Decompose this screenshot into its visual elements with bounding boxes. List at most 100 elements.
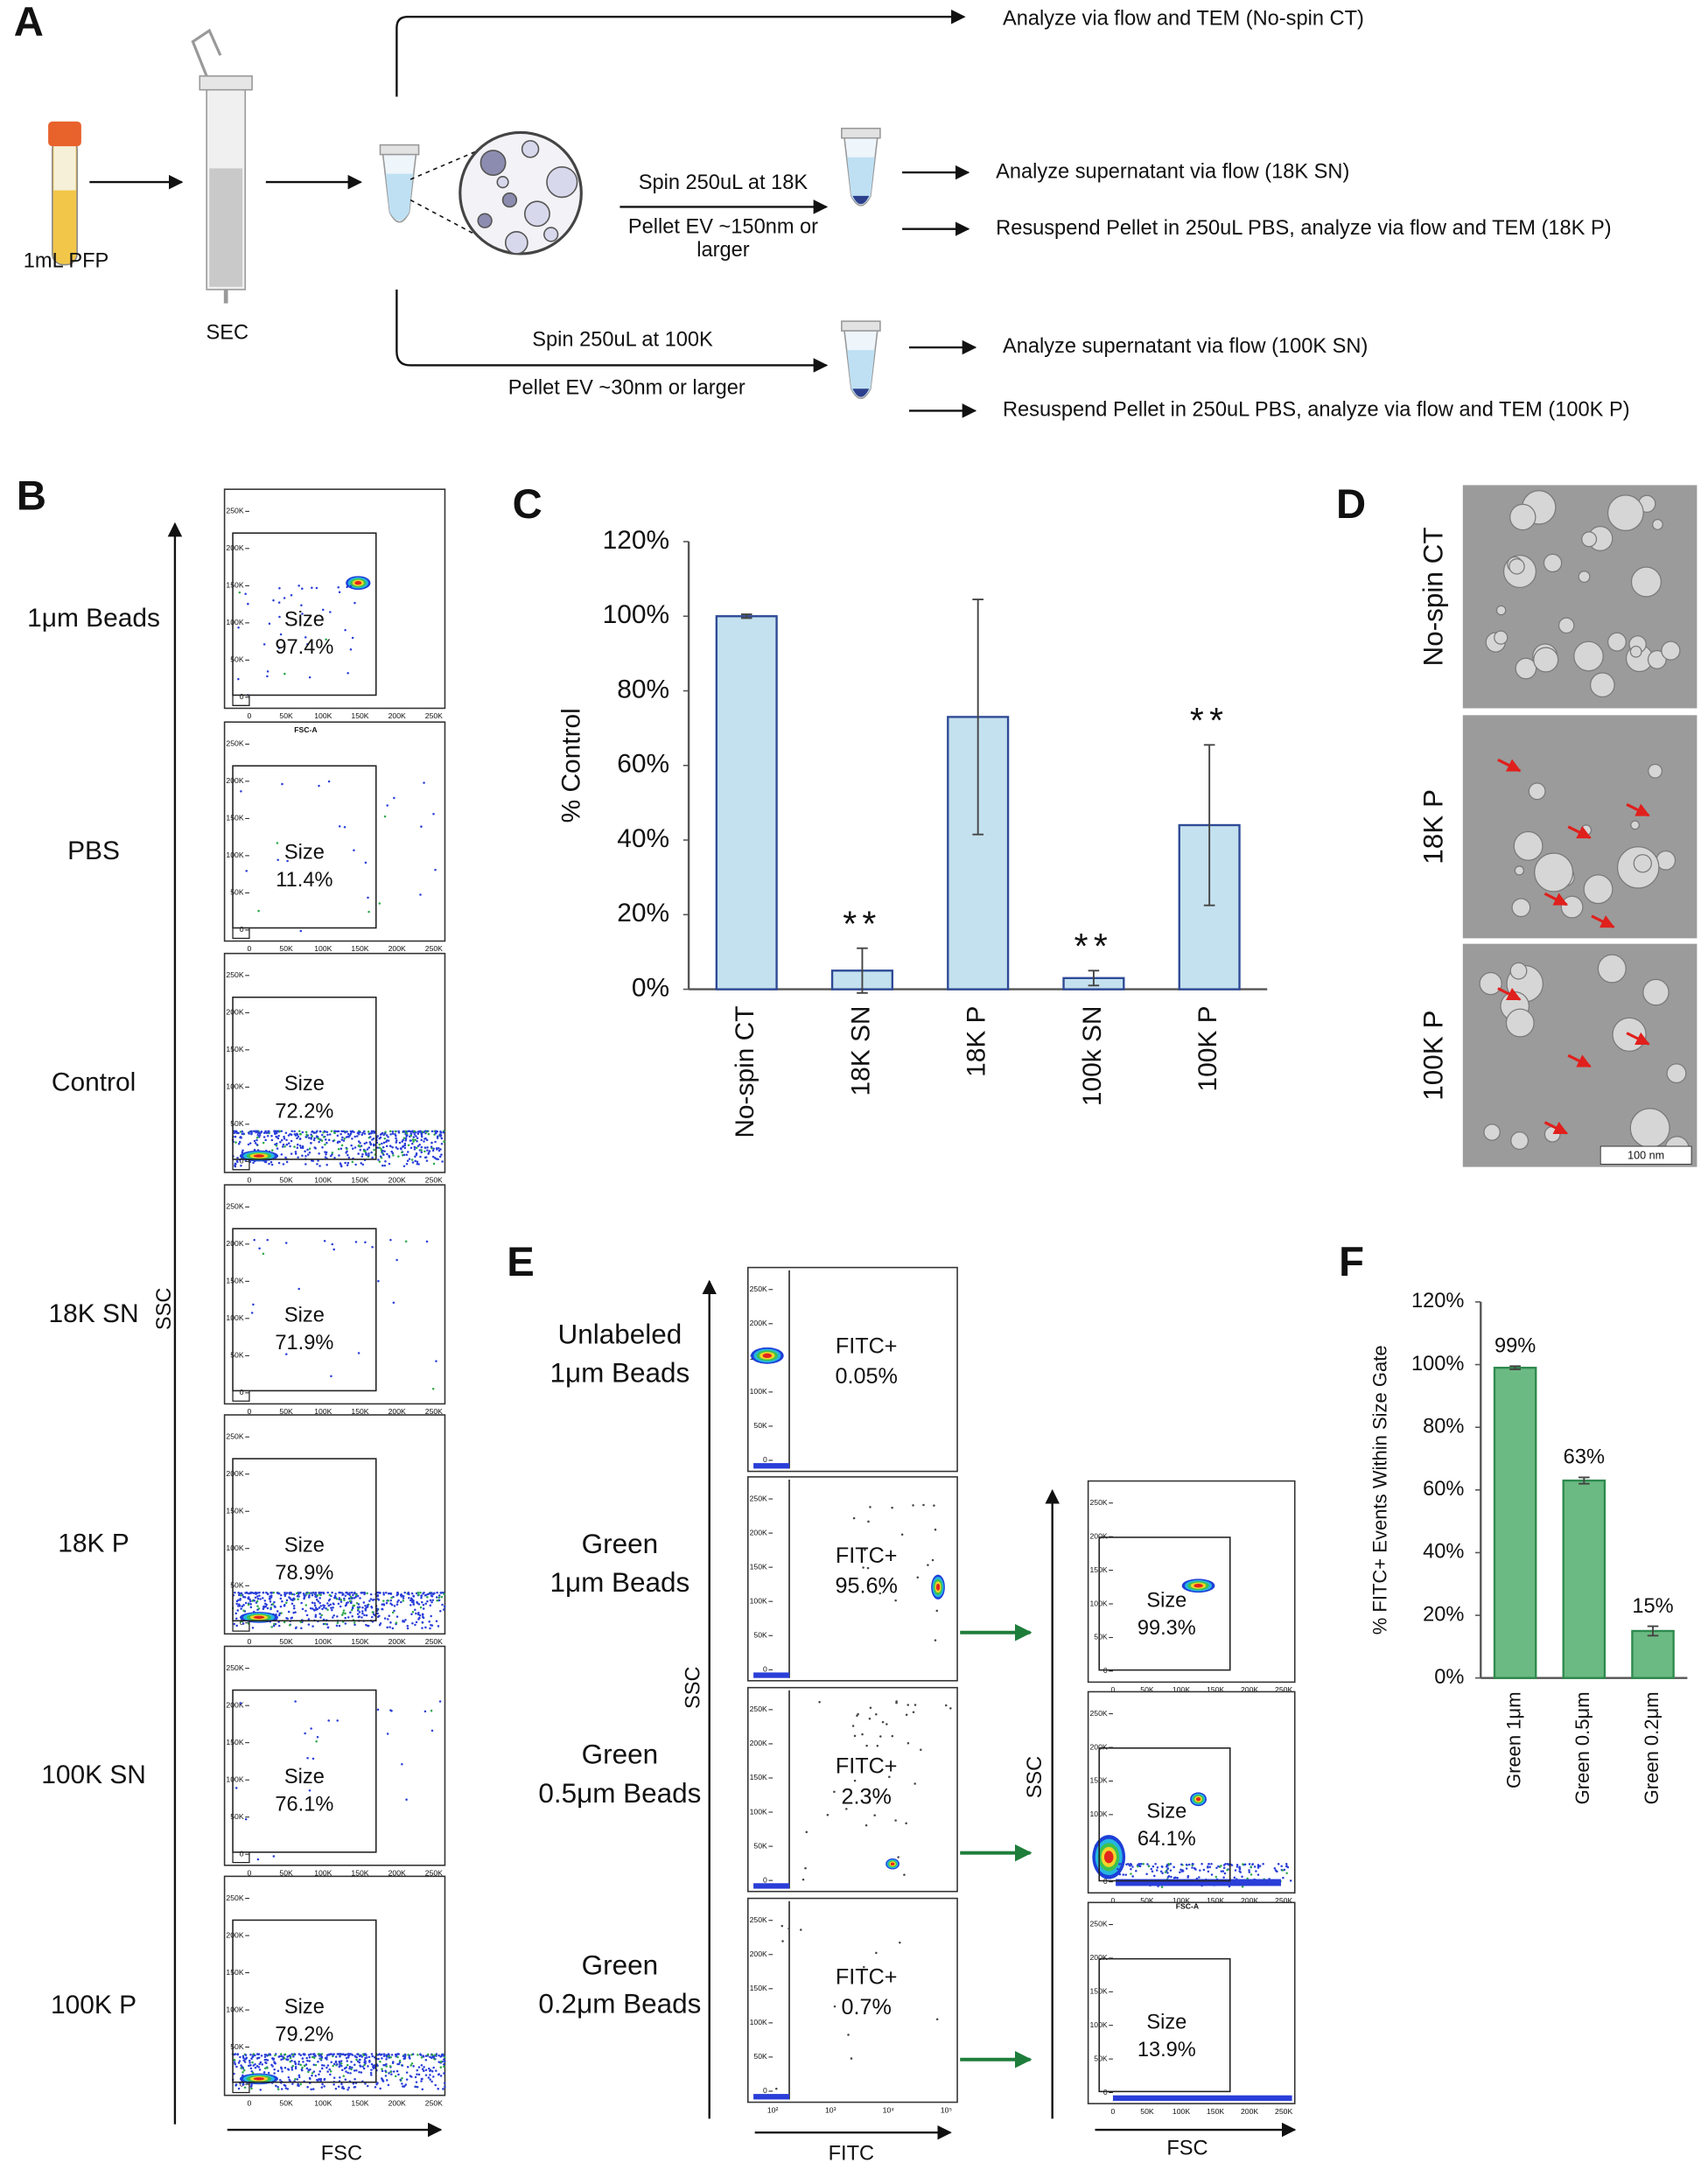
event-dot: [427, 1132, 430, 1136]
vesicle: [477, 213, 493, 228]
event-dot: [403, 2057, 407, 2060]
event-dot: [1255, 1870, 1257, 1872]
y-tick-label: 250K: [750, 1284, 767, 1293]
event-dot: [294, 2077, 297, 2081]
plot-frame: [223, 488, 446, 710]
event-dot: [342, 2075, 346, 2077]
event-dot: [356, 1613, 360, 1615]
event-dot: [346, 1132, 350, 1136]
event-dot: [364, 2082, 367, 2085]
event-dot: [298, 2053, 301, 2055]
event-dot: [257, 2056, 261, 2060]
event-dot: [269, 2053, 271, 2055]
gate-value: 11.4%: [276, 869, 332, 892]
event-dot: [346, 1591, 348, 1594]
error-bar: [1203, 744, 1215, 906]
event-dot: [290, 1602, 294, 1605]
y-tick-label: 250K: [1089, 1709, 1107, 1718]
x-tick-label: 150K: [1207, 1896, 1224, 1905]
y-tick-label: 200K: [226, 1469, 243, 1478]
event-dot: [234, 2084, 237, 2087]
tem-vesicle: [1494, 630, 1508, 645]
event-dot: [260, 1130, 263, 1133]
event-dot: [414, 1138, 416, 1142]
size-gate: [232, 532, 377, 696]
y-tick-label: 100K: [226, 1774, 243, 1783]
x-tick-label: 150K: [1207, 2107, 1224, 2116]
event-dot: [310, 1142, 312, 1144]
event-dot: [299, 2082, 302, 2086]
x-tick-label: 250K: [425, 1869, 443, 1878]
event-dot: [299, 2063, 302, 2067]
event-dot: [289, 2056, 292, 2060]
tem-vesicle: [1528, 782, 1546, 801]
event-dot: [411, 1138, 415, 1141]
y-tick-label: 250K: [226, 739, 243, 748]
event-dot: [1164, 1871, 1167, 1873]
event-dot: [299, 929, 303, 933]
label: Analyze supernatant via flow (100K SN): [1003, 335, 1368, 358]
event-dot: [378, 2053, 382, 2055]
event-dot: [291, 2064, 294, 2068]
event-dot: [440, 1137, 444, 1140]
event-dot: [326, 1602, 329, 1605]
x-tick-label: 100K: [314, 711, 332, 720]
event-dot: [250, 2057, 253, 2061]
gate-label: Size: [1146, 2011, 1186, 2034]
event-dot: [329, 2069, 332, 2073]
event-dot: [389, 2055, 392, 2059]
event-dot: [420, 2077, 424, 2081]
event-dot: [1239, 1871, 1242, 1873]
event-dot: [307, 2070, 310, 2074]
event-dot: [424, 2068, 428, 2072]
event-dot: [391, 2062, 395, 2064]
event-dot: [321, 1607, 324, 1611]
event-dot: [417, 1593, 420, 1596]
tem-arrow: [1591, 914, 1615, 928]
event-dot: [382, 1593, 385, 1596]
event-dot: [340, 2064, 343, 2068]
event-dot: [402, 1620, 404, 1623]
event-dot: [345, 1601, 348, 1605]
event-dot: [307, 1137, 311, 1139]
event-dot: [318, 1165, 321, 1167]
event-dot: [435, 1158, 438, 1160]
event-dot: [363, 2063, 366, 2067]
vesicle: [504, 230, 528, 255]
event-dot: [394, 1130, 397, 1133]
event-dot: [346, 1147, 348, 1151]
event-dot: [420, 1145, 424, 1149]
event-dot: [396, 2069, 399, 2073]
event-dot: [878, 1592, 881, 1595]
event-dot: [1187, 1863, 1191, 1866]
event-dot: [290, 2066, 293, 2069]
event-dot: [392, 1301, 396, 1305]
event-dot: [244, 1817, 248, 1821]
size-gate: [1098, 1536, 1231, 1671]
value-label: 63%: [1564, 1446, 1605, 1469]
event-dot: [237, 1605, 240, 1607]
event-dot: [408, 1158, 411, 1160]
event-dot: [362, 1601, 366, 1604]
event-dot: [300, 1601, 303, 1605]
event-dot: [314, 2063, 318, 2067]
event-dot: [396, 1139, 398, 1142]
event-dot: [261, 2063, 263, 2066]
event-dot: [424, 1626, 427, 1629]
event-dot: [435, 1360, 438, 1362]
event-dot: [236, 1609, 240, 1612]
event-dot: [363, 1130, 366, 1133]
event-dot: [412, 2065, 415, 2068]
event-dot: [392, 2070, 396, 2073]
event-dot: [258, 1594, 261, 1597]
event-dot: [300, 1627, 303, 1630]
event-dot: [239, 1597, 242, 1600]
event-dot: [351, 1147, 354, 1151]
size-gate: [232, 1919, 377, 2083]
event-dot: [332, 2076, 336, 2079]
event-dot: [406, 2066, 410, 2068]
x-tick-label: 100K: [314, 1869, 332, 1878]
event-dot: [359, 2058, 361, 2062]
baseline-events: [753, 1463, 790, 1469]
event-dot: [387, 1592, 390, 1595]
